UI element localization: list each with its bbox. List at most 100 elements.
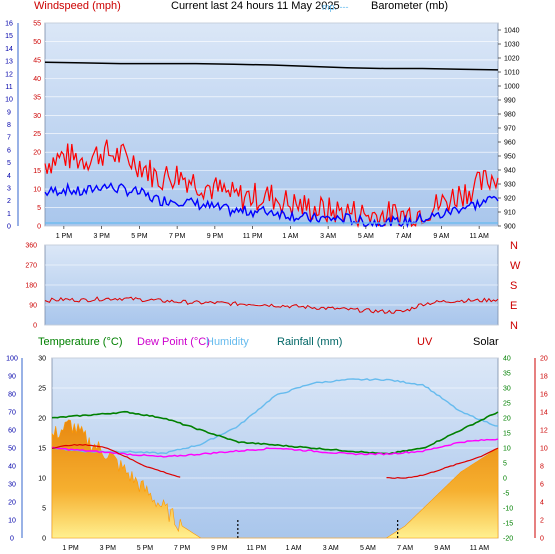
humidity-tick-label: 20 <box>8 500 16 507</box>
wind-plot-area <box>44 22 499 227</box>
rainfall-label: Rainfall (mm) <box>277 336 343 348</box>
dir-compass-label: E <box>510 300 517 312</box>
wind-far-left-tick: 8 <box>7 122 11 129</box>
wind-x-tick-label: 3 PM <box>93 233 110 240</box>
uv-label: UV <box>417 336 433 348</box>
uv-tick-label: 10 <box>503 446 511 453</box>
temp-tick-label: 0 <box>42 536 46 543</box>
far-right-tick-label: 0 <box>540 536 544 543</box>
humidity-tick-label: 90 <box>8 374 16 381</box>
temp-x-tick-label: 5 PM <box>137 545 154 552</box>
uv-line-morning <box>386 447 499 479</box>
wind-x-tick-label: 1 AM <box>282 233 298 240</box>
baro-tick-label: 920 <box>504 196 516 203</box>
wind-x-tick-label: 7 PM <box>169 233 186 240</box>
overlap-label: mp. --- <box>322 2 349 12</box>
temp-tick-label: 30 <box>38 356 46 363</box>
uv-tick-label: 35 <box>503 371 511 378</box>
wind-tick-label: 55 <box>33 21 41 28</box>
baro-tick-label: 930 <box>504 182 516 189</box>
wind-tick-label: 15 <box>33 168 41 175</box>
dir-compass-label: N <box>510 240 518 252</box>
temp-tick-label: 20 <box>38 416 46 423</box>
wind-far-left-tick: 3 <box>7 185 11 192</box>
wind-far-left-tick: 9 <box>7 109 11 116</box>
wind-far-left-tick: 14 <box>5 46 13 53</box>
temp-tick-label: 25 <box>38 386 46 393</box>
temp-tick-label: 10 <box>38 476 46 483</box>
wind-far-left-tick: 11 <box>5 84 12 91</box>
temp-x-tick-label: 5 AM <box>360 545 376 552</box>
temp-tick-label: 15 <box>38 446 46 453</box>
far-right-tick-label: 20 <box>540 356 548 363</box>
dir-tick-label: 0 <box>33 323 37 330</box>
far-right-tick-label: 14 <box>540 410 548 417</box>
wind-tick-label: 50 <box>33 39 41 46</box>
wind-x-tick-label: 11 PM <box>243 233 263 240</box>
dewpoint-label: Dew Point (°C) <box>137 336 210 348</box>
baro-tick-label: 940 <box>504 168 516 175</box>
uv-tick-label: 25 <box>503 401 511 408</box>
dir-tick-label: 360 <box>25 243 37 250</box>
uv-tick-label: -10 <box>503 506 513 513</box>
humidity-tick-label: 60 <box>8 428 16 435</box>
wind-tick-label: 25 <box>33 131 41 138</box>
wind-far-left-tick: 13 <box>5 59 13 66</box>
temp-x-tick-label: 11 PM <box>247 545 267 552</box>
baro-tick-label: 1020 <box>504 56 520 63</box>
humidity-tick-label: 50 <box>8 446 16 453</box>
far-right-tick-label: 10 <box>540 446 548 453</box>
wind-tick-label: 30 <box>33 113 41 120</box>
humidity-tick-label: 100 <box>6 356 18 363</box>
current-label: Current last 24 hours 11 May 2025 <box>171 0 340 12</box>
temp-x-tick-label: 9 AM <box>434 545 450 552</box>
wind-x-tick-label: 11 AM <box>469 233 488 240</box>
wind-tick-label: 0 <box>37 224 41 231</box>
far-right-tick-label: 4 <box>540 500 544 507</box>
uv-line-afternoon <box>51 443 181 478</box>
wind-far-left-tick: 4 <box>7 173 11 180</box>
uv-tick-label: 5 <box>503 461 507 468</box>
temp-x-tick-label: 3 PM <box>100 545 117 552</box>
baro-tick-label: 950 <box>504 154 516 161</box>
dir-compass-label: W <box>510 260 521 272</box>
barometer-label: Barometer (mb) <box>371 0 449 12</box>
humidity-tick-label: 70 <box>8 410 16 417</box>
dewpoint-line <box>51 438 499 458</box>
wind-tick-label: 35 <box>33 94 41 101</box>
wind-far-left-tick: 2 <box>7 198 11 205</box>
wind-x-tick-label: 9 PM <box>207 233 224 240</box>
wind-tick-label: 45 <box>33 57 41 64</box>
baro-tick-label: 1010 <box>504 70 520 77</box>
far-right-tick-label: 12 <box>540 428 548 435</box>
temp-x-tick-label: 1 PM <box>62 545 79 552</box>
uv-tick-label: 15 <box>503 431 511 438</box>
wind-x-tick-label: 3 AM <box>320 233 336 240</box>
wind-far-left-tick: 15 <box>5 33 13 40</box>
wind-direction-line <box>44 296 499 314</box>
baro-tick-label: 1040 <box>504 28 520 35</box>
humidity-label: Humidity <box>206 336 249 348</box>
uv-tick-label: -20 <box>503 536 513 543</box>
far-right-tick-label: 2 <box>540 518 544 525</box>
humidity-line <box>51 378 499 455</box>
baro-tick-label: 970 <box>504 126 516 133</box>
temp-x-tick-label: 1 AM <box>286 545 302 552</box>
dir-tick-label: 270 <box>25 263 37 270</box>
temp-x-tick-label: 9 PM <box>211 545 228 552</box>
humidity-tick-label: 80 <box>8 392 16 399</box>
humidity-tick-label: 40 <box>8 464 16 471</box>
windspeed-label: Windspeed (mph) <box>34 0 121 12</box>
baro-tick-label: 980 <box>504 112 516 119</box>
baro-tick-label: 910 <box>504 210 516 217</box>
dir-tick-label: 90 <box>29 303 37 310</box>
wind-tick-label: 10 <box>33 187 41 194</box>
wind-far-left-tick: 10 <box>5 97 13 104</box>
wind-far-left-tick: 6 <box>7 147 11 154</box>
barometer-line <box>44 61 499 71</box>
uv-tick-label: -5 <box>503 491 509 498</box>
wind-far-left-tick: 7 <box>7 135 11 142</box>
baro-tick-label: 990 <box>504 98 516 105</box>
uv-tick-label: 30 <box>503 386 511 393</box>
